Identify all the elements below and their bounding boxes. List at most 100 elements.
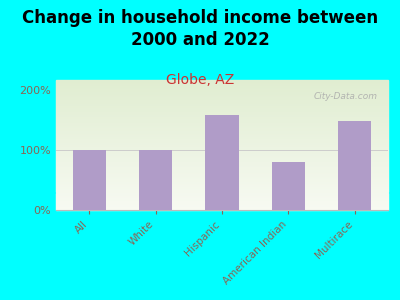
Bar [56,164,388,165]
Bar [56,207,388,208]
Bar [56,132,388,133]
Bar [56,189,388,190]
Bar [56,197,388,198]
Bar [56,143,388,144]
Bar [56,180,388,181]
Bar [56,194,388,195]
Bar [56,99,388,100]
Bar [56,192,388,193]
Bar [56,179,388,180]
Bar [56,101,388,102]
Bar [56,81,388,82]
Bar [56,173,388,174]
Bar [56,147,388,148]
Bar [56,110,388,111]
Bar [56,133,388,134]
Bar [56,127,388,128]
Bar [56,169,388,170]
Bar [56,113,388,114]
Text: Globe, AZ: Globe, AZ [166,74,234,88]
Bar [56,158,388,159]
Bar [56,98,388,99]
Bar [56,102,388,103]
Bar [56,82,388,83]
Bar [338,121,372,210]
Bar [56,184,388,185]
Bar [56,190,388,191]
Bar [56,96,388,97]
Bar [56,120,388,121]
Bar [56,159,388,160]
Bar [56,156,388,157]
Bar [56,154,388,155]
Bar [56,165,388,166]
Bar [206,115,238,210]
Bar [56,134,388,135]
Bar [56,103,388,104]
Bar [56,131,388,132]
Bar [56,152,388,153]
Bar [56,206,388,207]
Bar [56,118,388,119]
Bar [56,200,388,201]
Bar [56,138,388,139]
Bar [56,205,388,206]
Bar [56,150,388,151]
Bar [56,126,388,127]
Bar [56,123,388,124]
Bar [56,188,388,189]
Bar [56,86,388,87]
Bar [56,130,388,131]
Bar [56,83,388,84]
Bar [56,111,388,112]
Bar [56,94,388,95]
Bar [56,201,388,202]
Bar [56,204,388,205]
Bar [56,90,388,91]
Bar [56,149,388,150]
Bar [56,85,388,86]
Bar [56,161,388,162]
Bar [56,84,388,85]
Bar [56,117,388,118]
Bar [56,91,388,92]
Bar [56,183,388,184]
Bar [56,176,388,177]
Bar [56,145,388,146]
Bar [56,142,388,143]
Bar [56,135,388,136]
Bar [56,151,388,152]
Bar [56,191,388,192]
Bar [56,163,388,164]
Bar [56,167,388,168]
Bar [56,107,388,108]
Bar [56,157,388,158]
Bar [56,153,388,154]
Bar [56,140,388,141]
Bar [56,202,388,203]
Bar [56,119,388,120]
Bar [56,178,388,179]
Bar [56,171,388,172]
Bar [56,92,388,93]
Bar [56,105,388,106]
Bar [56,80,388,81]
Bar [56,181,388,182]
Bar [56,144,388,145]
Bar [56,124,388,125]
Bar [56,146,388,147]
Bar [56,128,388,129]
Bar [56,114,388,115]
Bar [56,115,388,116]
Bar [56,170,388,171]
Bar [56,129,388,130]
Bar [56,172,388,173]
Bar [56,122,388,123]
Bar [56,125,388,126]
Bar [73,150,106,210]
Bar [56,148,388,149]
Bar [56,186,388,187]
Bar [56,88,388,89]
Bar [56,95,388,96]
Bar [56,100,388,101]
